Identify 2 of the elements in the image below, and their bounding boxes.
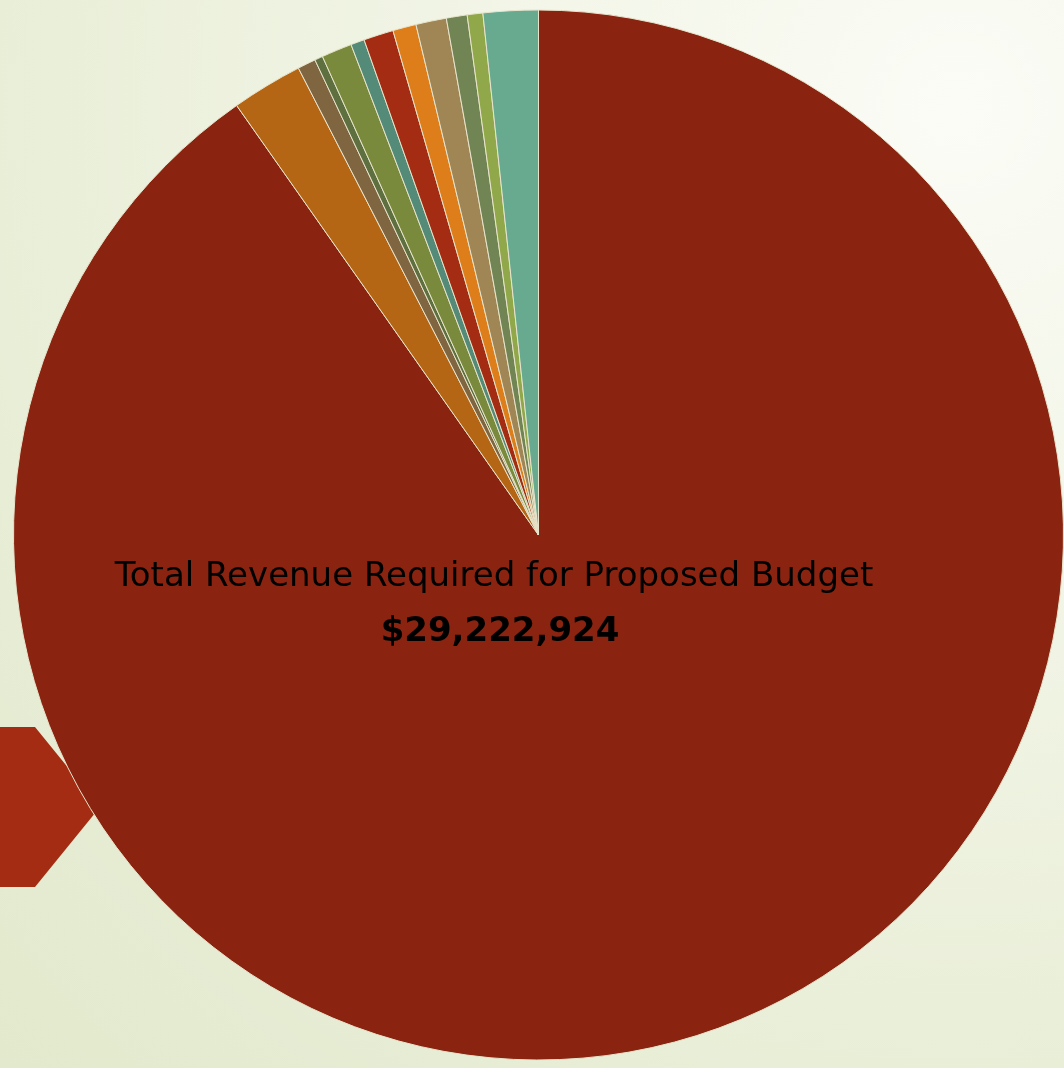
text: Total Revenue Required for Proposed Budget	[113, 553, 874, 594]
text: $29,222,924	[380, 608, 620, 649]
